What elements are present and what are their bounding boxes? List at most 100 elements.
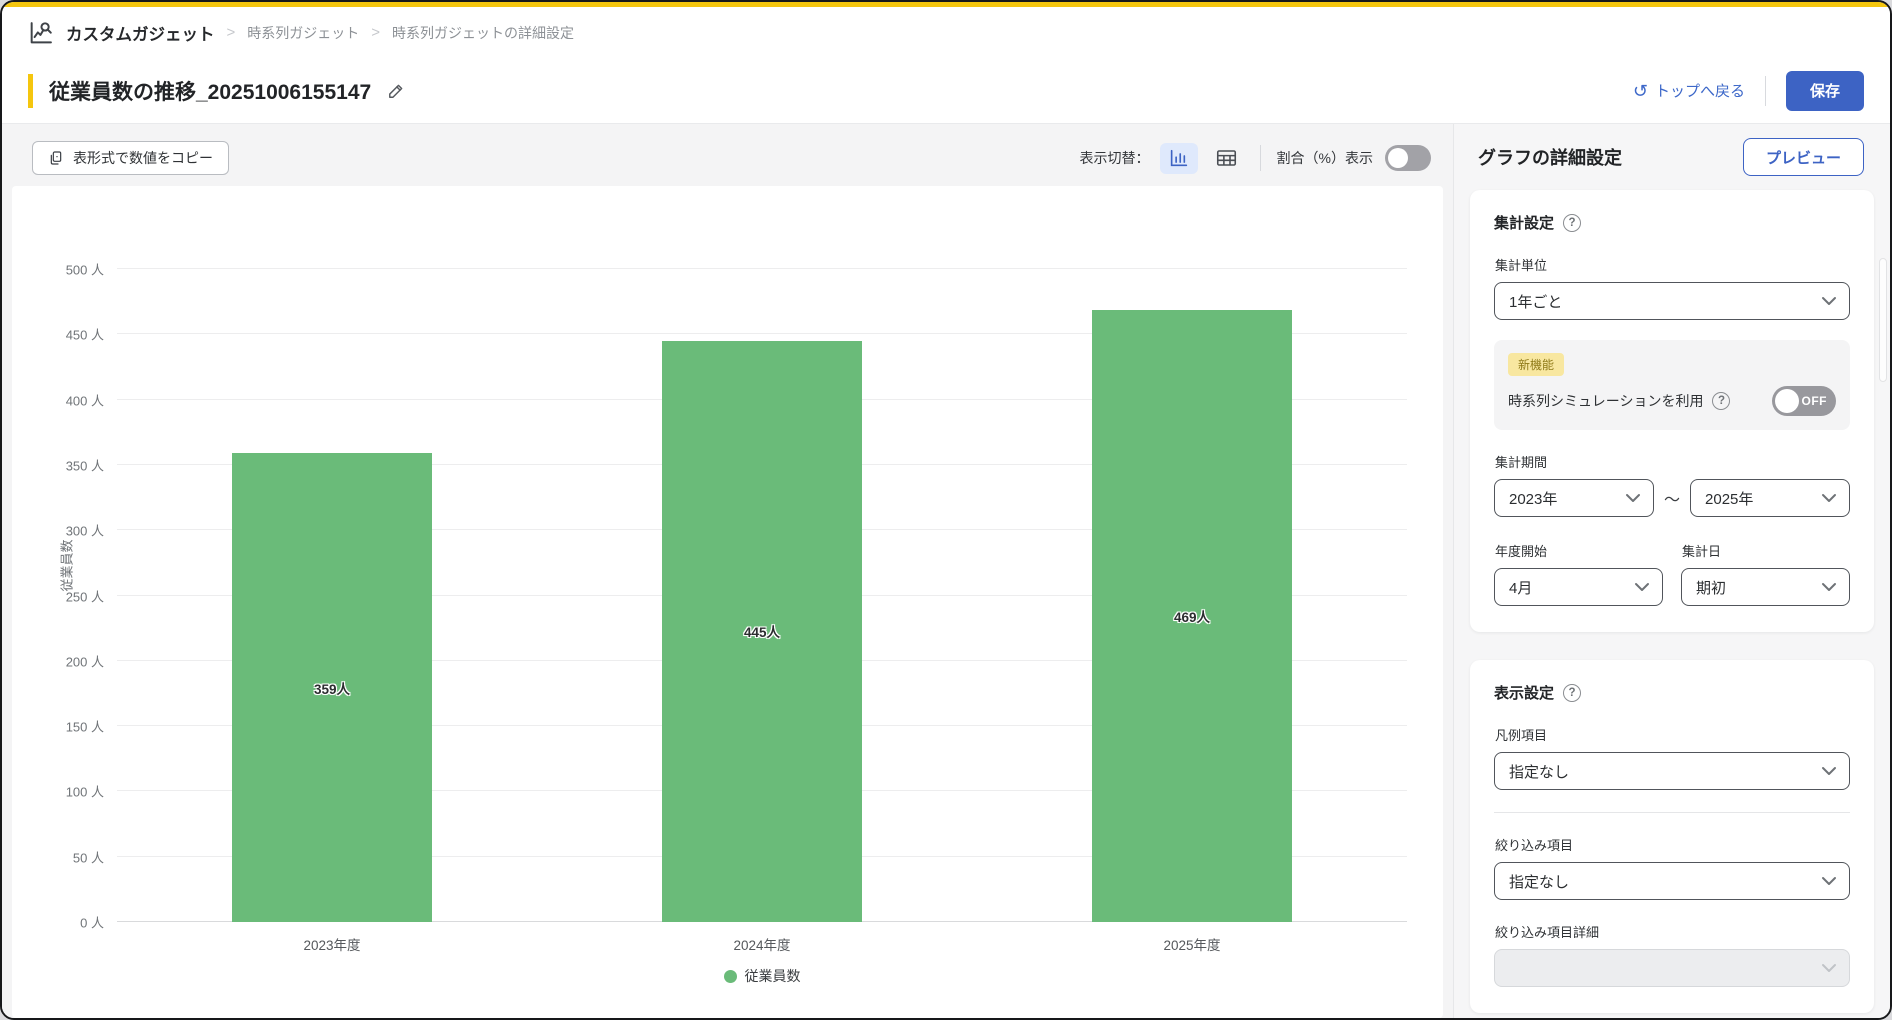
legend-label: 従業員数 [744,968,801,984]
bar-slot: 359人 [117,269,547,922]
new-feature-badge: 新機能 [1508,353,1565,376]
breadcrumb-app-title[interactable]: カスタムガジェット [66,25,215,44]
page-title: 従業員数の推移_20251006155147 [49,80,372,104]
y-tick-label: 100 人 [65,784,104,800]
breadcrumb-separator: > [371,24,381,41]
edit-title-pencil-icon[interactable] [387,81,406,100]
chevron-down-icon [1822,964,1836,972]
bar-slot: 469人 [977,269,1407,922]
bar-2025年度[interactable]: 469人 [1092,309,1292,922]
y-tick-label: 400 人 [65,393,104,409]
toolbar-divider [1259,145,1261,171]
back-to-top-label: トップへ戻る [1654,83,1745,100]
aggregation-heading: 集計設定 [1494,215,1555,232]
period-label: 集計期間 [1495,455,1548,470]
chevron-down-icon [1626,494,1640,502]
help-icon[interactable]: ? [1712,392,1731,410]
y-tick-label: 0 人 [80,915,104,931]
toggle-state-label: OFF [1801,394,1827,408]
bar-chart-card: 従業員数 0 人 50 人 100 人 150 人 200 人 250 人 300 人 350… [12,186,1443,1018]
y-tick-label: 350 人 [65,458,104,474]
breadcrumb-item-detail-settings: 時系列ガジェットの詳細設定 [392,24,575,41]
custom-gadget-logo-icon [26,18,56,48]
sidebar-scrollbar-thumb[interactable] [1879,258,1887,382]
back-to-top-link[interactable]: ↺ トップへ戻る [1633,80,1745,101]
y-axis-ticks: 0 人 50 人 100 人 150 人 200 人 250 人 300 人 350 人 400… [12,263,104,931]
bars-container: 359人 445人 469人 [117,269,1407,922]
copy-button-label: 表形式で数値をコピー [73,150,213,166]
x-axis-label: 2024年度 [733,938,791,953]
fiscal-start-label: 年度開始 [1495,544,1548,559]
copy-icon [50,151,62,165]
bar-2024年度[interactable]: 445人 [662,340,862,922]
legend-color-dot [723,969,737,983]
y-tick-label: 250 人 [65,589,104,604]
top-navigation: カスタムガジェット > 時系列ガジェット > 時系列ガジェットの詳細設定 [2,7,1890,58]
filter-detail-select-disabled [1494,949,1850,987]
help-icon[interactable]: ? [1563,213,1582,232]
agg-day-value: 期初 [1696,579,1727,597]
titlebar-divider [1764,75,1766,106]
title-accent-bar [28,73,33,108]
new-feature-box: 新機能 時系列シミュレーションを利用 ? OFF [1494,340,1850,430]
save-button[interactable]: 保存 [1785,70,1864,111]
view-toggle-label: 表示切替： [1079,150,1150,166]
simulation-toggle[interactable]: OFF [1772,386,1836,416]
period-to-select[interactable]: 2025年 [1690,479,1851,517]
unit-select[interactable]: 1年ごと [1494,282,1850,320]
bar-slot: 445人 [547,269,977,922]
chart-view-button[interactable] [1159,142,1198,174]
agg-day-label: 集計日 [1682,544,1722,559]
chevron-down-icon [1822,583,1836,591]
fiscal-start-select[interactable]: 4月 [1494,568,1663,606]
y-tick-label: 300 人 [65,523,104,539]
preview-button[interactable]: プレビュー [1742,138,1864,176]
period-from-value: 2023年 [1509,490,1558,508]
period-tilde: 〜 [1664,492,1681,509]
x-axis-label: 2023年度 [303,938,361,953]
undo-icon: ↺ [1632,80,1648,101]
filter-value: 指定なし [1509,873,1570,891]
display-heading: 表示設定 [1494,685,1555,702]
toggle-knob [1775,389,1799,413]
chevron-down-icon [1822,297,1836,305]
bar-chart-icon [1170,149,1187,167]
toggle-knob [1388,148,1408,168]
agg-day-select[interactable]: 期初 [1681,568,1850,606]
chevron-down-icon [1822,494,1837,502]
y-tick-label: 200 人 [65,654,104,670]
chevron-down-icon [1635,583,1649,591]
period-to-value: 2025年 [1705,490,1754,508]
simulation-label: 時系列シミュレーションを利用 [1508,393,1704,409]
filter-select[interactable]: 指定なし [1494,862,1850,900]
y-tick-label: 450 人 [65,327,104,343]
breadcrumb-item-gadget[interactable]: 時系列ガジェット [247,24,360,41]
y-tick-label: 150 人 [65,719,104,735]
percent-display-toggle[interactable] [1385,145,1431,171]
display-settings-card: 表示設定 ? 凡例項目 指定なし 絞り込み項目 指定なし 絞り込み項目詳細 [1470,660,1874,1013]
legend-item-value: 指定なし [1509,763,1570,781]
copy-table-values-button[interactable]: 表形式で数値をコピー [32,141,229,175]
unit-value: 1年ごと [1509,293,1563,311]
gridline [117,268,1407,269]
bar-2023年度[interactable]: 359人 [232,453,432,922]
period-from-select[interactable]: 2023年 [1494,479,1654,517]
gridline [117,333,1407,335]
x-axis-labels: 2023年度 2024年度 2025年度 [117,934,1407,954]
chevron-down-icon [1822,877,1836,885]
bar-value-label: 469人 [1173,609,1211,625]
table-view-button[interactable] [1208,143,1246,174]
help-icon[interactable]: ? [1563,683,1582,702]
x-axis-label: 2025年度 [1163,938,1221,953]
legend-item-label: 凡例項目 [1495,728,1548,743]
sidebar-header: グラフの詳細設定 プレビュー [1454,124,1890,190]
bar-value-label: 359人 [313,681,351,697]
breadcrumb-separator: > [226,24,236,41]
chart-toolbar: 表形式で数値をコピー 表示切替： [2,124,1453,186]
plot-area: 359人 445人 469人 [117,268,1407,922]
sidebar-title: グラフの詳細設定 [1478,148,1622,168]
legend-item-select[interactable]: 指定なし [1494,752,1850,790]
section-divider [1494,812,1850,813]
table-icon [1217,150,1237,166]
